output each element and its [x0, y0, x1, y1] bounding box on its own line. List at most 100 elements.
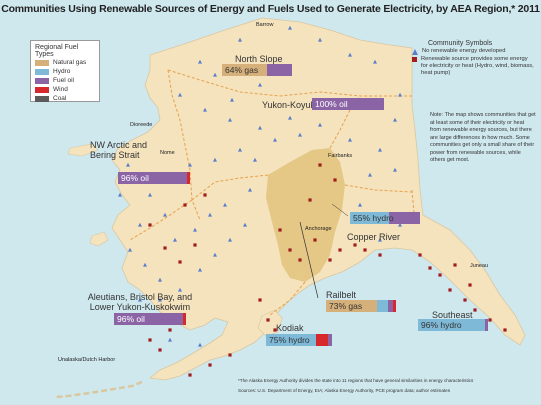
renewable-label: Renewable source provides some energy fo… — [421, 56, 534, 76]
renewable-community — [273, 328, 277, 332]
hydro-swatch — [35, 68, 49, 75]
no-renewable-community — [358, 202, 362, 207]
renewable-community — [208, 363, 212, 367]
renewable-community — [193, 243, 197, 247]
renewable-community — [338, 248, 342, 252]
renewable-community — [333, 178, 337, 182]
no-renewable-community — [128, 247, 132, 252]
renewable-community — [278, 228, 282, 232]
aleutian-chain — [55, 380, 143, 399]
no-renewable-community — [126, 162, 130, 167]
bar-label: 64% gas — [225, 65, 259, 75]
no-renewable-community — [193, 227, 197, 232]
renewable-community — [148, 338, 152, 342]
renewable-community — [183, 203, 187, 207]
bar-fill — [326, 300, 377, 312]
renewable-community — [503, 328, 507, 332]
legend-label: Coal — [53, 95, 67, 102]
region-name-aleutians: Aleutians, Bristol Bay, and Lower Yukon-… — [87, 292, 193, 312]
no-renewable-community — [288, 115, 292, 120]
symbol-row-renewable: Renewable source provides some energy fo… — [410, 56, 535, 77]
legend-label: Hydro — [53, 68, 71, 75]
no-renewable-community — [393, 167, 397, 172]
bar-wind — [183, 313, 186, 325]
no-renewable-community — [288, 25, 292, 30]
place-nome: Nome — [160, 150, 175, 156]
no-renewable-community — [373, 59, 377, 64]
symbol-row-no-renewable: No renewable energy developed — [410, 48, 535, 55]
fuel-bar-kodiak: 75% hydro — [266, 334, 332, 346]
renewable-community — [188, 373, 192, 377]
place-fairbanks: Fairbanks — [328, 153, 353, 159]
bar-label: 75% hydro — [269, 335, 310, 345]
renewable-community — [448, 288, 452, 292]
region-boundaries — [129, 69, 416, 316]
no-renewable-community — [223, 202, 227, 207]
renewable-community — [428, 266, 432, 270]
no-renewable-community — [248, 187, 252, 192]
legend-label: Wind — [53, 86, 68, 93]
no-renewable-community — [273, 137, 277, 142]
fuel-bar-north-slope: 64% gas — [222, 64, 292, 76]
no-renewable-community — [258, 125, 262, 130]
no-renewable-community — [178, 92, 182, 97]
legend-label: Natural gas — [53, 59, 87, 66]
renewable-community — [313, 238, 317, 242]
renewable-community — [318, 163, 322, 167]
bar-wind — [393, 300, 396, 312]
no-renewable-community — [230, 97, 234, 102]
legend-item-coal: Coal — [35, 94, 95, 103]
renewable-community — [328, 258, 332, 262]
renewable-community — [463, 298, 467, 302]
no-renewable-community — [238, 37, 242, 42]
bar-oil — [388, 300, 393, 312]
bar-hydro — [377, 300, 388, 312]
fuel-bar-copper-river: 55% hydro — [350, 212, 420, 224]
no-renewable-community — [148, 192, 152, 197]
coal-swatch — [35, 95, 49, 102]
nunivak-island — [89, 231, 109, 247]
no-renewable-label: No renewable energy developed — [422, 48, 506, 54]
no-renewable-community — [198, 342, 202, 347]
fuel-legend-title: Regional Fuel Types — [35, 44, 79, 58]
st-lawrence-island — [67, 143, 99, 157]
triangle-symbol-icon — [412, 49, 418, 55]
place-anchorage: Anchorage — [305, 226, 332, 232]
renewable-community — [488, 318, 492, 322]
renewable-community — [288, 248, 292, 252]
region-name-copper-river: Copper River — [347, 232, 401, 242]
renewable-community — [158, 348, 162, 352]
bar-wind — [187, 172, 190, 184]
fuel-bar-nw-arctic: 96% oil — [118, 172, 190, 184]
fuel-bar-aleutians: 96% oil — [114, 313, 186, 325]
place-barrow: Barrow — [256, 22, 274, 28]
bar-fill — [266, 334, 316, 346]
footnote-sources: Sources: U.S. Department of Energy, EIA;… — [238, 388, 451, 393]
no-renewable-community — [138, 297, 142, 302]
no-renewable-community — [393, 117, 397, 122]
bar-label: 100% oil — [315, 99, 348, 109]
fuel-oil-swatch — [35, 77, 49, 84]
fuel-type-legend: Regional Fuel Types Natural gas Hydro Fu… — [30, 40, 100, 102]
renewable-community — [473, 308, 477, 312]
legend-item-wind: Wind — [35, 85, 95, 94]
railbelt-region — [266, 148, 345, 282]
no-renewable-community — [158, 297, 162, 302]
bar-fill — [114, 313, 183, 325]
no-renewable-community — [228, 237, 232, 242]
map-title: Communities Using Renewable Sources of E… — [1, 3, 540, 15]
no-renewable-community — [318, 122, 322, 127]
renewable-community — [178, 260, 182, 264]
no-renewable-community — [348, 52, 352, 57]
bar-fill — [118, 172, 187, 184]
square-symbol-icon — [412, 57, 417, 62]
legend-item-hydro: Hydro — [35, 67, 95, 76]
region-name-southeast: Southeast — [432, 310, 473, 320]
no-renewable-community — [178, 287, 182, 292]
map-note: Note: The map shows communities that get… — [430, 112, 536, 163]
fuel-bar-yukon-koyukuk: 100% oil — [312, 98, 384, 110]
bar-fill — [312, 98, 384, 110]
region-name-north-slope: North Slope — [235, 54, 283, 64]
renewable-community — [308, 198, 312, 202]
bar-label: 96% oil — [121, 173, 149, 183]
